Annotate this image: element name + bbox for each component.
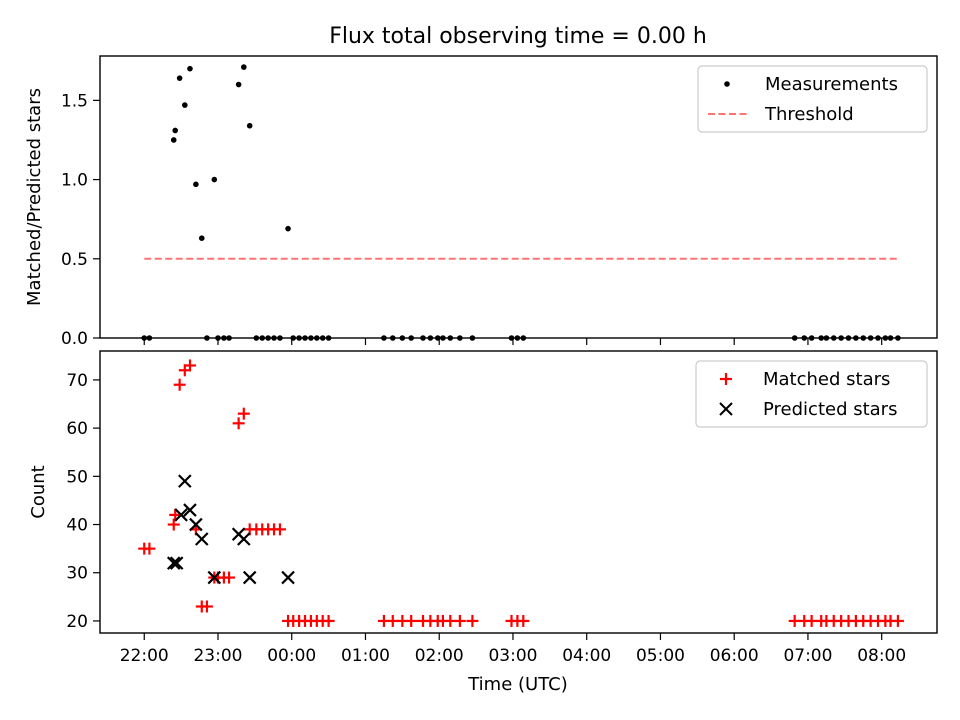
legend: Matched stars Predicted stars bbox=[695, 360, 928, 428]
y-ticks: 0.0 0.5 1.0 1.5 bbox=[61, 91, 100, 349]
x-ticks bbox=[143, 338, 883, 345]
axes-frame bbox=[99, 55, 938, 339]
measurement-point bbox=[193, 181, 199, 188]
measurement-point bbox=[172, 127, 179, 134]
measurement-point bbox=[176, 75, 183, 81]
predicted-star-point bbox=[194, 532, 209, 546]
matched-star-point bbox=[273, 523, 286, 536]
legend-box bbox=[697, 65, 928, 133]
matched-star-point bbox=[891, 614, 904, 627]
y-tick-label: 20 bbox=[66, 612, 88, 632]
x-tick-label: 08:00 bbox=[857, 646, 906, 666]
legend-label-matched: Matched stars bbox=[763, 369, 890, 390]
y-tick-label: 0.0 bbox=[61, 329, 88, 349]
x-ticks: 22:00 23:00 00:00 01:00 02:00 03:00 04:00 05:00… bbox=[120, 633, 906, 666]
legend-marker-matched bbox=[720, 373, 732, 385]
legend-marker-measurements bbox=[724, 81, 730, 87]
x-tick-label: 00:00 bbox=[267, 646, 316, 666]
measurement-point bbox=[211, 176, 218, 183]
y-axis-label: Count bbox=[28, 465, 49, 518]
matched-star-point bbox=[173, 378, 186, 391]
x-tick-label: 05:00 bbox=[636, 646, 685, 666]
predicted-star-point bbox=[183, 503, 197, 517]
measurement-point bbox=[285, 225, 291, 232]
y-tick-label: 1.5 bbox=[61, 91, 88, 111]
x-tick-label: 06:00 bbox=[710, 646, 759, 666]
matched-star-point bbox=[322, 614, 335, 627]
legend-label-predicted: Predicted stars bbox=[763, 399, 897, 420]
matched-star-point bbox=[167, 518, 180, 531]
matched-star-point bbox=[237, 407, 250, 420]
predicted-star-point bbox=[178, 474, 192, 488]
measurement-point bbox=[198, 235, 205, 241]
matched-star-point bbox=[143, 542, 156, 555]
measurement-point bbox=[246, 122, 253, 129]
star-count-panel: Count Time (UTC) 20 30 40 50 60 70 22:00 23:00… bbox=[28, 350, 938, 695]
y-tick-label: 60 bbox=[66, 419, 88, 439]
y-tick-label: 1.0 bbox=[61, 171, 88, 191]
matched-star-point bbox=[453, 614, 466, 627]
x-tick-label: 01:00 bbox=[341, 646, 390, 666]
x-axis-label: Time (UTC) bbox=[467, 674, 568, 695]
y-tick-label: 30 bbox=[66, 564, 88, 584]
axes-frame bbox=[99, 350, 938, 634]
predicted-star-point bbox=[207, 570, 222, 585]
matched-star-point bbox=[517, 614, 530, 627]
y-tick-label: 0.5 bbox=[61, 250, 88, 270]
y-tick-label: 50 bbox=[66, 467, 88, 487]
plot-series bbox=[138, 359, 904, 627]
predicted-star-point bbox=[169, 556, 184, 570]
matched-star-point bbox=[183, 359, 196, 372]
measurement-point bbox=[170, 137, 177, 143]
legend-label-threshold: Threshold bbox=[764, 104, 854, 125]
x-tick-label: 22:00 bbox=[120, 646, 169, 666]
matched-star-point bbox=[169, 508, 182, 521]
x-tick-label: 23:00 bbox=[193, 646, 242, 666]
y-ticks: 20 30 40 50 60 70 bbox=[66, 371, 100, 632]
x-tick-label: 03:00 bbox=[488, 646, 537, 666]
measurement-point bbox=[182, 102, 188, 108]
matched-star-point bbox=[232, 417, 245, 430]
legend-marker-predicted bbox=[719, 402, 733, 416]
measurement-point bbox=[241, 64, 247, 70]
predicted-star-point bbox=[166, 556, 181, 570]
measurement-point bbox=[187, 65, 193, 72]
predicted-star-point bbox=[189, 517, 203, 532]
predicted-star-point bbox=[174, 508, 188, 522]
x-tick-label: 04:00 bbox=[562, 646, 611, 666]
predicted-star-point bbox=[237, 532, 251, 546]
y-tick-label: 40 bbox=[66, 516, 88, 536]
legend-label-measurements: Measurements bbox=[765, 74, 898, 95]
legend: Measurements Threshold bbox=[697, 65, 928, 133]
y-axis-label: Matched/Predicted stars bbox=[24, 88, 45, 306]
matched-star-point bbox=[405, 614, 418, 627]
matched-star-point bbox=[466, 614, 479, 627]
predicted-star-point bbox=[242, 570, 257, 585]
legend-box bbox=[695, 360, 928, 428]
measurement-point bbox=[235, 81, 242, 88]
x-tick-label: 07:00 bbox=[783, 646, 832, 666]
y-tick-label: 70 bbox=[66, 371, 88, 391]
x-tick-label: 02:00 bbox=[415, 646, 464, 666]
predicted-star-point bbox=[281, 570, 295, 585]
flux-ratio-panel: Flux total observing time = 0.00 h Match… bbox=[24, 24, 938, 349]
chart-title: Flux total observing time = 0.00 h bbox=[329, 24, 707, 49]
matched-star-point bbox=[223, 571, 236, 584]
matched-star-point bbox=[200, 600, 213, 613]
